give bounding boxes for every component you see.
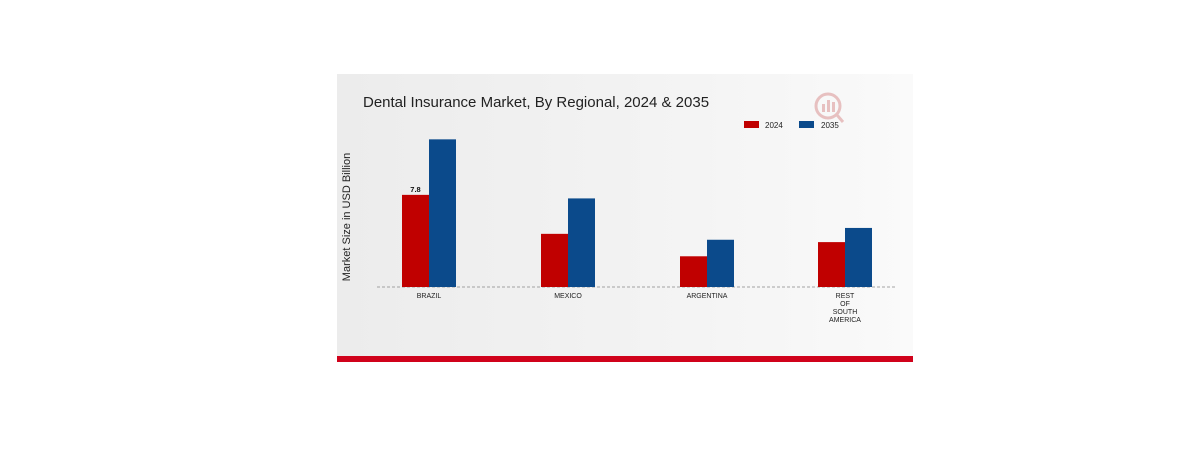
watermark-logo-icon [814,92,845,123]
chart-title: Dental Insurance Market, By Regional, 20… [363,94,709,111]
legend-swatch-2024 [744,121,759,128]
chart-card: Dental Insurance Market, By Regional, 20… [337,74,913,362]
legend: 2024 2035 [744,121,839,130]
x-tick-labels: BRAZIL MEXICO ARGENTINA REST OF SOUTH AMERICA [417,293,862,324]
legend-swatch-2035 [799,121,814,128]
x-tick-label: BRAZIL [417,293,442,300]
bar-2035-argentina [707,239,734,287]
bar-2035-rest-of-south-america [845,227,872,287]
bar-chart: Dental Insurance Market, By Regional, 20… [341,92,895,324]
y-axis-label: Market Size in USD Billion [341,153,353,281]
bar-2035-mexico [568,198,595,287]
x-tick-label: REST OF SOUTH AMERICA [829,293,861,324]
data-label: 7.8 [410,185,420,194]
bar-2024-rest-of-south-america [818,242,845,287]
legend-label-2024: 2024 [765,121,783,130]
bar-2024-argentina [680,256,707,287]
legend-label-2035: 2035 [821,121,839,130]
bar-2024-mexico [541,233,568,287]
data-labels: 7.8 [410,185,420,194]
bar-2024-brazil [402,194,429,287]
bottom-accent-stripe [337,356,913,362]
bar-2035-brazil [429,139,456,287]
x-tick-label: ARGENTINA [687,293,728,300]
x-tick-label: MEXICO [554,293,582,300]
bars-group [402,139,872,287]
